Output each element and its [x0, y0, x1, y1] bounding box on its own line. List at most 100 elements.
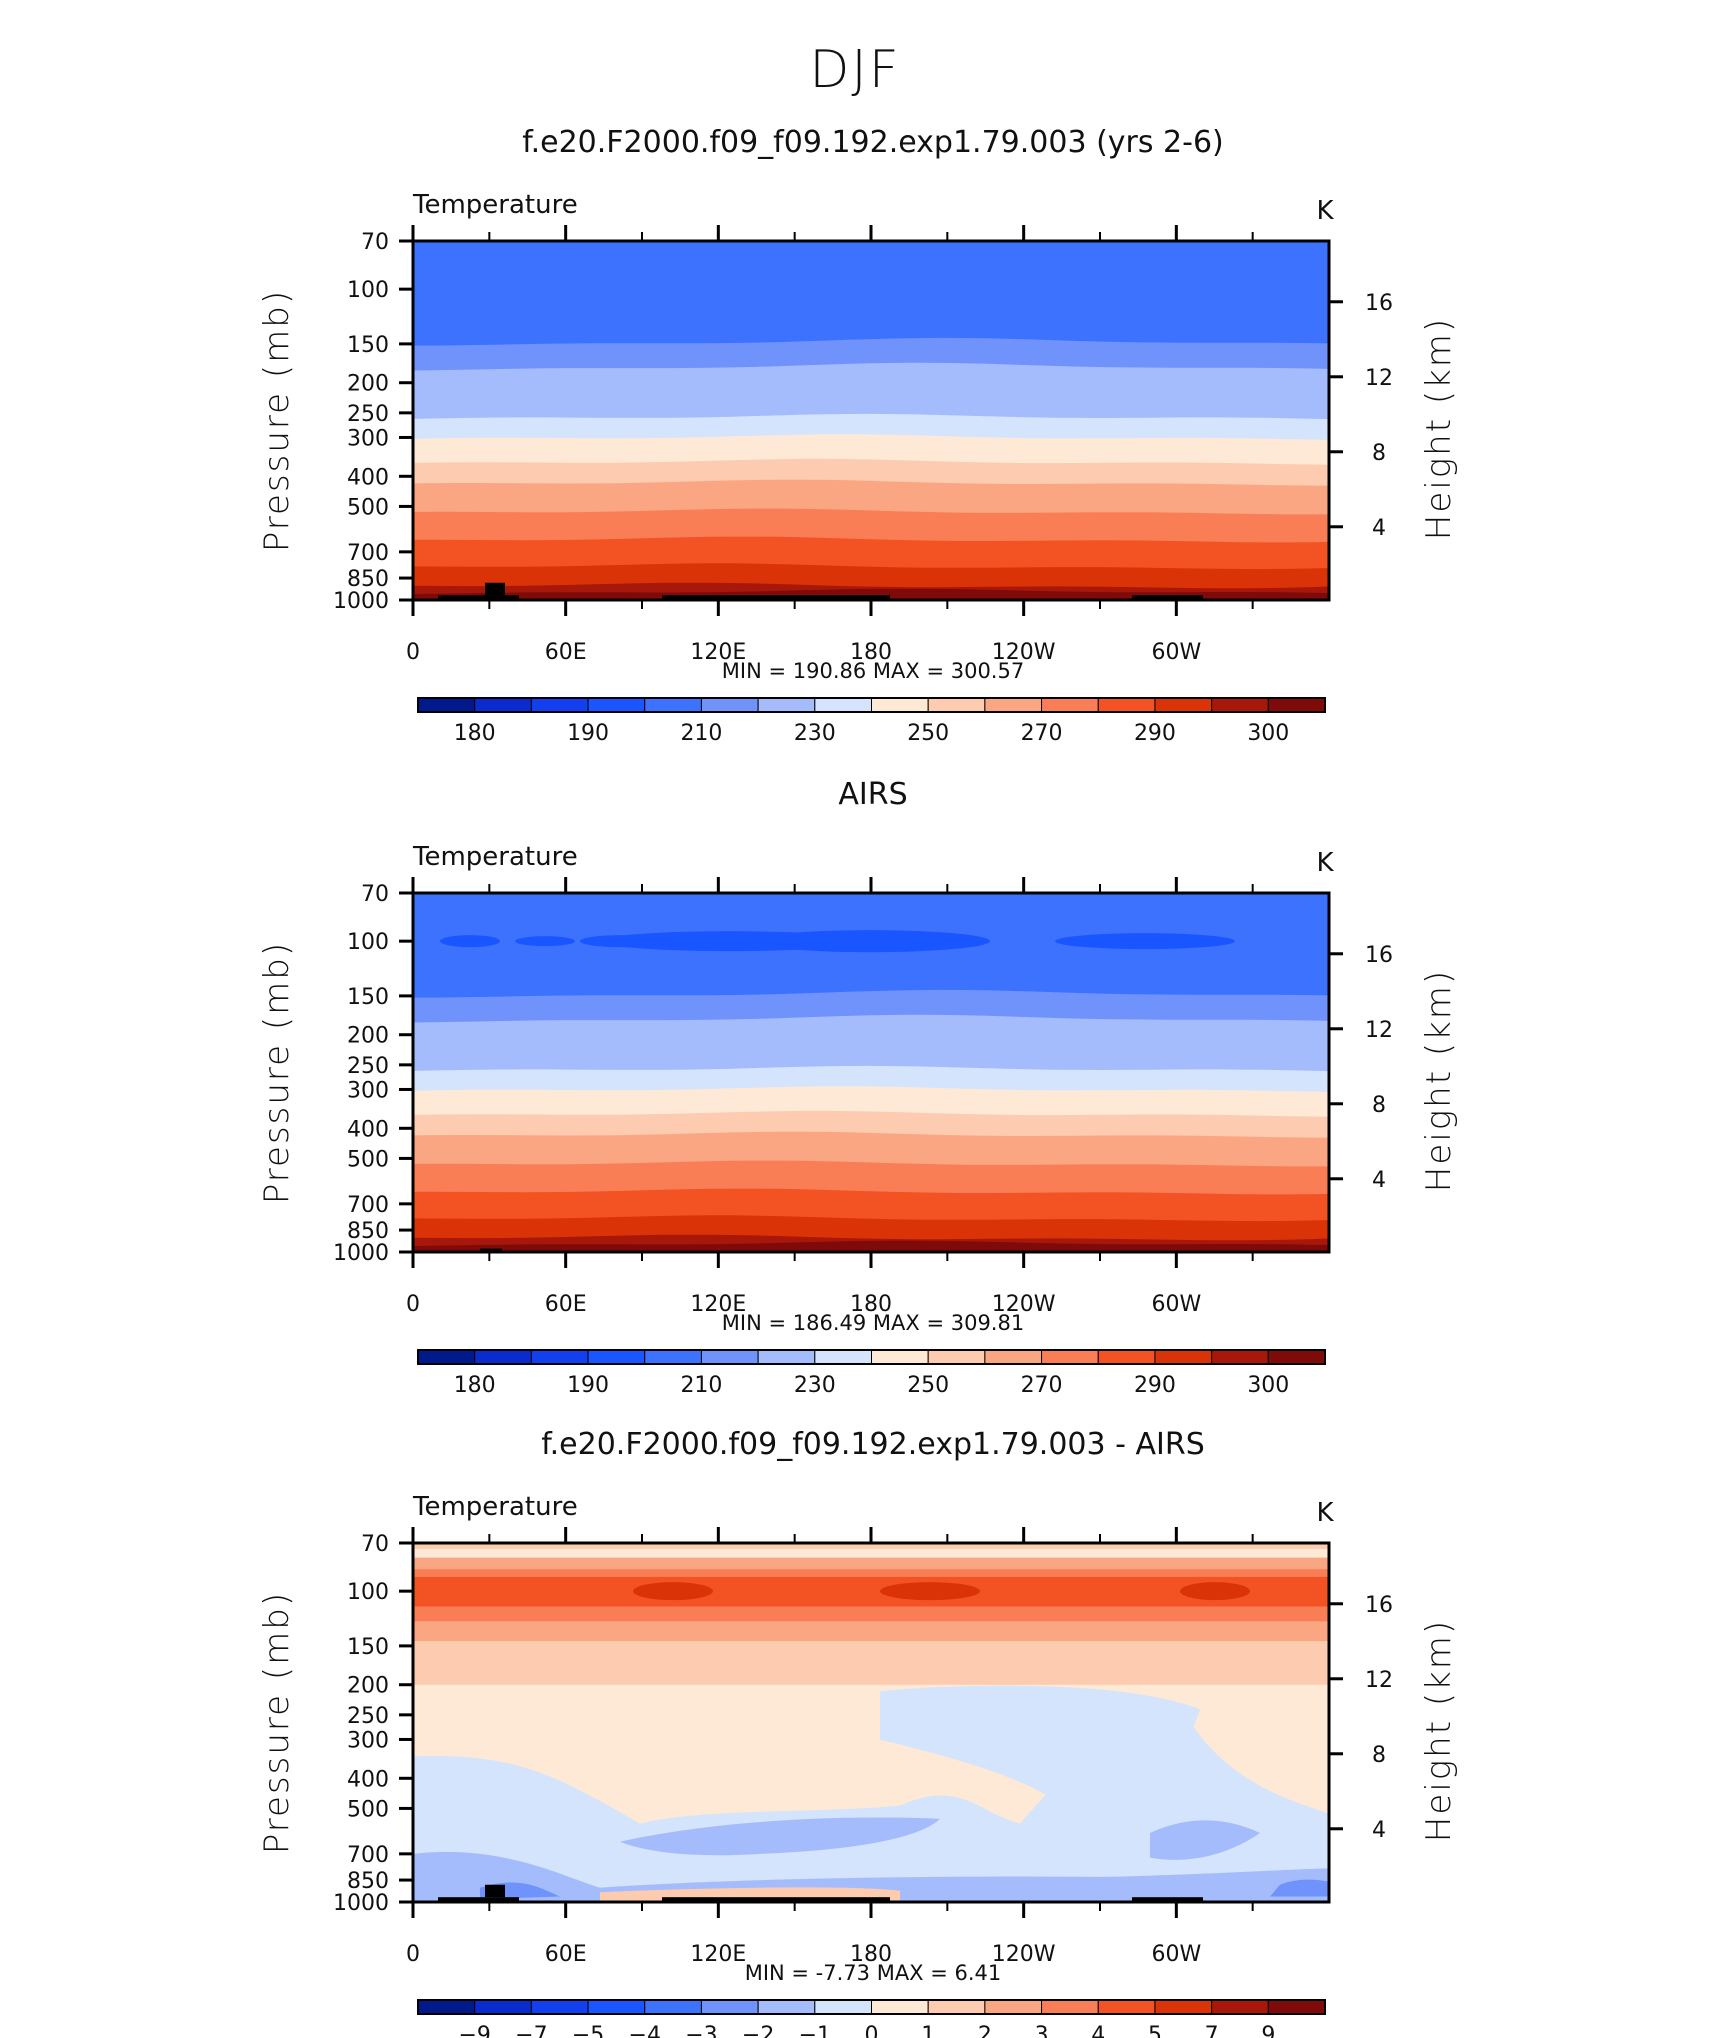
colorbar-box — [1097, 1999, 1156, 2015]
y-tick-label: 150 — [347, 333, 389, 358]
colorbar-box — [927, 1999, 986, 2015]
x-tick-label: 0 — [406, 1942, 420, 1967]
colorbar-box — [927, 697, 986, 713]
colorbar-box — [587, 1999, 646, 2015]
contour-band — [413, 362, 1329, 403]
y-tick-label: 70 — [361, 230, 389, 255]
x-tick-label: 120W — [992, 1292, 1056, 1317]
x-tick-label: 120E — [690, 1942, 746, 1967]
y2-tick-label: 8 — [1372, 1743, 1386, 1768]
x-tick-label: 180 — [850, 640, 892, 665]
panel-1: 0 60E 120E 180 120W 60W7010015020025030040050… — [257, 125, 1459, 746]
colorbar-frame — [417, 697, 1326, 713]
contour-band — [413, 413, 1329, 446]
colorbar-box — [1267, 697, 1326, 713]
colorbar-box — [1041, 1999, 1099, 2015]
colorbar-box — [814, 1349, 872, 1365]
y-tick-label: 300 — [347, 1728, 389, 1753]
x-tick-label: 180 — [850, 1292, 892, 1317]
colorbar-box — [530, 697, 589, 713]
colorbar: 180 190 210 230 250 270 290 300 — [417, 1349, 1326, 1398]
colorbar-label: 180 — [454, 721, 496, 746]
x-tick-label: 60E — [545, 640, 587, 665]
right-string: K — [1316, 848, 1334, 878]
contour-band — [413, 307, 1329, 352]
colorbar-label: 250 — [907, 1373, 949, 1398]
colorbar-label: 230 — [794, 721, 836, 746]
panel-title: f.e20.F2000.f09_f09.192.exp1.79.003 (yrs… — [522, 125, 1224, 160]
x-tick-label: 120W — [992, 1942, 1056, 1967]
contour-band — [413, 434, 1329, 471]
contour-band — [413, 388, 1329, 427]
colorbar-box — [757, 1349, 816, 1365]
contour-band — [413, 1131, 1329, 1173]
y-tick-label: 200 — [347, 1024, 389, 1049]
panel-title: AIRS — [838, 777, 907, 812]
colorbar-box — [984, 1999, 1043, 2015]
colorbar-box — [871, 697, 929, 713]
colorbar-box — [1041, 1349, 1099, 1365]
colorbar-box — [927, 1349, 986, 1365]
colorbar-box — [530, 1999, 589, 2015]
y-axis-label: Pressure (mb) — [257, 289, 297, 552]
colorbar-frame — [417, 1349, 1326, 1365]
colorbar-label: −3 — [685, 2023, 717, 2038]
colorbar-box — [644, 697, 702, 713]
colorbar-label: 300 — [1247, 721, 1289, 746]
y-tick-label: 700 — [347, 541, 389, 566]
colorbar-box — [1211, 1349, 1269, 1365]
y-tick-label: 400 — [347, 1117, 389, 1142]
y2-tick-label: 4 — [1372, 1168, 1386, 1193]
land-africa — [438, 1897, 519, 1903]
colorbar-box — [644, 1349, 702, 1365]
colorbar-label: 2 — [978, 2023, 992, 2038]
x-tick-label: 60E — [545, 1942, 587, 1967]
contour-band — [413, 959, 1329, 1004]
y-tick-label: 100 — [347, 278, 389, 303]
contour-field — [413, 241, 1329, 600]
cold-lens — [750, 930, 990, 953]
x-tick-label: 60W — [1151, 1292, 1201, 1317]
colorbar-box — [984, 697, 1043, 713]
page-title: DJF — [809, 40, 901, 100]
surface-layer — [413, 1240, 1329, 1252]
y-axis-label: Pressure (mb) — [257, 941, 297, 1204]
contour-band — [413, 1160, 1329, 1200]
colorbar-label: −5 — [572, 2023, 604, 2038]
x-tick-label: 0 — [406, 1292, 420, 1317]
contour-field — [413, 893, 1329, 1252]
colorbar-box — [587, 697, 646, 713]
colorbar-box — [474, 697, 532, 713]
low-cool — [413, 1851, 1329, 1902]
colorbar-label: 290 — [1134, 1373, 1176, 1398]
colorbar-label: 180 — [454, 1373, 496, 1398]
y-tick-label: 150 — [347, 1635, 389, 1660]
y-tick-label: 70 — [361, 1532, 389, 1557]
y2-axis-label: Height (km) — [1419, 969, 1459, 1192]
contour-band — [413, 1065, 1329, 1098]
right-string: K — [1316, 196, 1334, 226]
land-africa — [438, 595, 519, 601]
colorbar-box — [1267, 1999, 1326, 2015]
land-maritime — [662, 595, 890, 601]
colorbar-box — [1041, 697, 1099, 713]
cool-core-2 — [1150, 1820, 1260, 1860]
colorbar-label: 300 — [1247, 1373, 1289, 1398]
contour-band — [413, 508, 1329, 548]
colorbar-box — [1211, 1999, 1269, 2015]
colorbar-label: −7 — [515, 2023, 547, 2038]
y-tick-label: 700 — [347, 1193, 389, 1218]
colorbar-label: 0 — [865, 2023, 879, 2038]
colorbar-box — [871, 1349, 929, 1365]
x-tick-label: 60W — [1151, 640, 1201, 665]
colorbar-label: 4 — [1091, 2023, 1105, 2038]
colorbar: 180 190 210 230 250 270 290 300 — [417, 697, 1326, 746]
y-tick-label: 500 — [347, 1797, 389, 1822]
colorbar-box — [1154, 1999, 1213, 2015]
upper-warm — [413, 1543, 1329, 1549]
y2-tick-label: 4 — [1372, 1818, 1386, 1843]
colorbar-box — [700, 697, 759, 713]
y2-tick-label: 4 — [1372, 516, 1386, 541]
colorbar-label: 290 — [1134, 721, 1176, 746]
